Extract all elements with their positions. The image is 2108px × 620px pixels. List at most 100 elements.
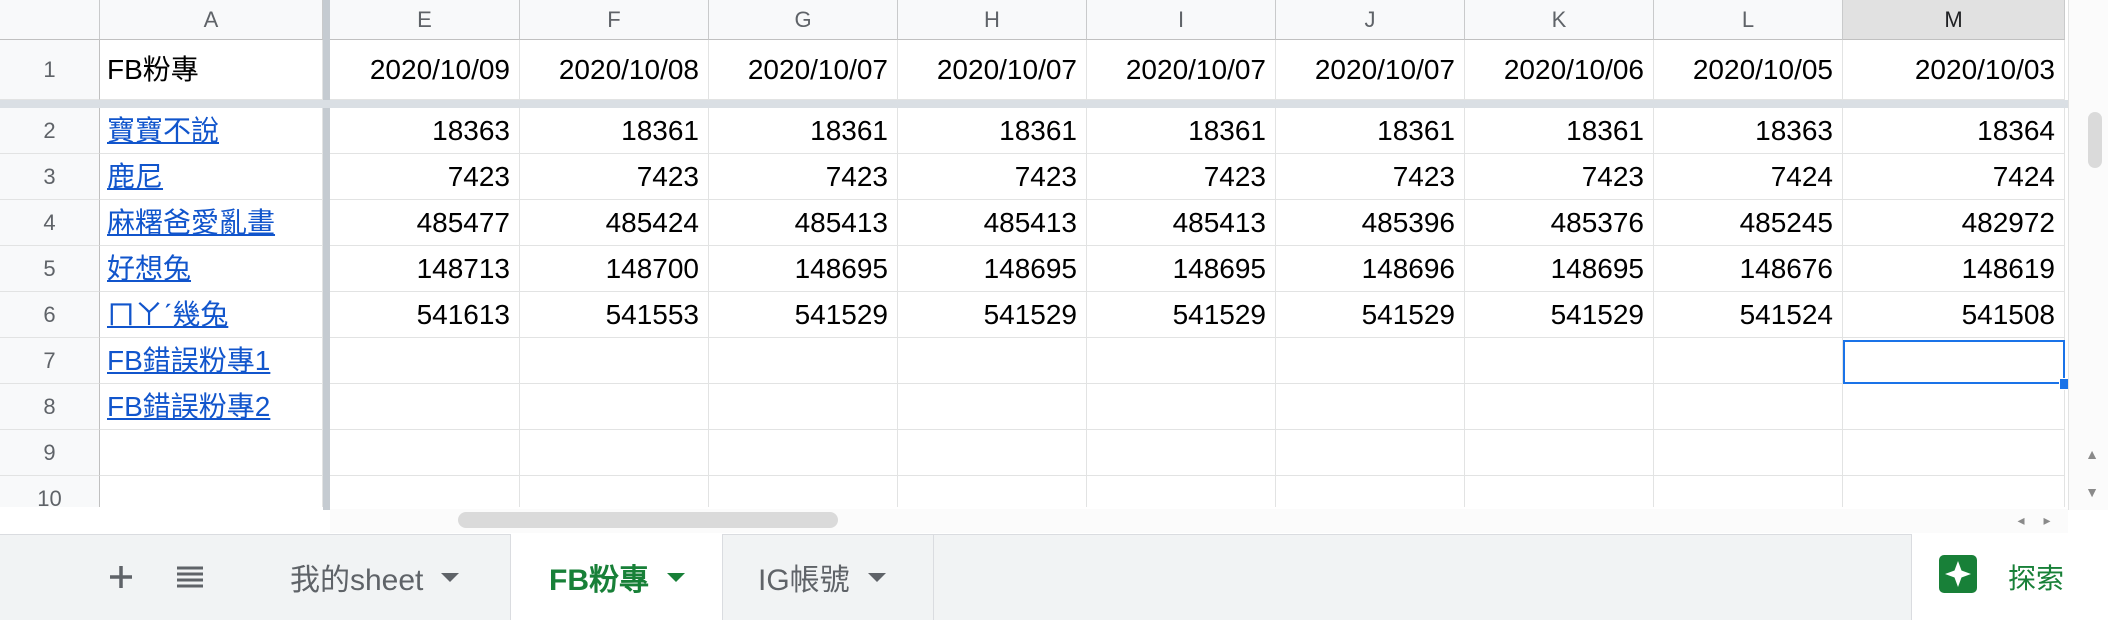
header-date-cell[interactable]: 2020/10/07 <box>709 40 898 100</box>
data-cell[interactable]: 485245 <box>1654 200 1843 246</box>
data-cell[interactable]: 541553 <box>520 292 709 338</box>
data-cell[interactable]: 485413 <box>1087 200 1276 246</box>
scroll-down-icon[interactable]: ▼ <box>2085 484 2099 500</box>
data-cell[interactable] <box>330 338 520 384</box>
data-cell[interactable] <box>1465 338 1654 384</box>
data-cell[interactable]: 7423 <box>898 154 1087 200</box>
data-cell[interactable]: 541529 <box>1276 292 1465 338</box>
data-cell[interactable]: 541529 <box>709 292 898 338</box>
data-cell[interactable] <box>520 384 709 430</box>
fan-page-link[interactable]: 寶寶不說 <box>100 108 323 154</box>
data-cell[interactable] <box>330 384 520 430</box>
header-date-cell[interactable]: 2020/10/07 <box>898 40 1087 100</box>
column-header-a[interactable]: A <box>100 0 323 40</box>
column-header-e[interactable]: E <box>330 0 520 40</box>
data-cell[interactable] <box>1465 430 1654 476</box>
data-cell[interactable] <box>1654 476 1843 507</box>
row-header[interactable]: 5 <box>0 246 100 292</box>
data-cell[interactable]: 541524 <box>1654 292 1843 338</box>
column-header-h[interactable]: H <box>898 0 1087 40</box>
header-date-cell[interactable]: 2020/10/07 <box>1276 40 1465 100</box>
data-cell[interactable] <box>1087 384 1276 430</box>
data-cell[interactable] <box>1276 384 1465 430</box>
data-cell[interactable]: 7423 <box>1465 154 1654 200</box>
vertical-scrollbar[interactable] <box>2068 0 2108 510</box>
data-cell[interactable]: 7424 <box>1654 154 1843 200</box>
header-date-cell[interactable]: 2020/10/08 <box>520 40 709 100</box>
data-cell[interactable] <box>1465 476 1654 507</box>
horizontal-scrollbar-thumb[interactable] <box>458 512 838 528</box>
fan-page-link[interactable]: 鹿尼 <box>100 154 323 200</box>
header-date-cell[interactable]: 2020/10/09 <box>330 40 520 100</box>
data-cell[interactable]: 541508 <box>1843 292 2065 338</box>
chevron-down-icon[interactable] <box>441 572 460 582</box>
fan-page-link[interactable] <box>100 476 323 507</box>
row-header[interactable]: 9 <box>0 430 100 476</box>
all-sheets-icon[interactable] <box>168 555 212 599</box>
row-header[interactable]: 10 <box>0 476 100 507</box>
row-header[interactable]: 8 <box>0 384 100 430</box>
column-header-l[interactable]: L <box>1654 0 1843 40</box>
chevron-down-icon[interactable] <box>667 572 685 582</box>
data-cell[interactable] <box>1087 338 1276 384</box>
data-cell[interactable]: 18361 <box>898 108 1087 154</box>
scroll-left-icon[interactable]: ◂ <box>2017 512 2025 528</box>
scroll-up-icon[interactable]: ▲ <box>2085 446 2099 462</box>
data-cell[interactable]: 148695 <box>709 246 898 292</box>
data-cell[interactable] <box>1465 384 1654 430</box>
select-all-corner[interactable] <box>0 0 100 40</box>
data-cell[interactable]: 541529 <box>1465 292 1654 338</box>
data-cell[interactable]: 148696 <box>1276 246 1465 292</box>
data-cell[interactable] <box>520 430 709 476</box>
data-cell[interactable]: 485413 <box>709 200 898 246</box>
column-header-i[interactable]: I <box>1087 0 1276 40</box>
frozen-row-divider[interactable] <box>0 100 2068 108</box>
data-cell[interactable]: 18363 <box>1654 108 1843 154</box>
data-cell[interactable] <box>898 384 1087 430</box>
data-cell[interactable] <box>1654 384 1843 430</box>
data-cell[interactable]: 18364 <box>1843 108 2065 154</box>
data-cell[interactable]: 485396 <box>1276 200 1465 246</box>
tab-ig-accounts[interactable]: IG帳號 <box>723 534 933 620</box>
data-cell[interactable]: 18361 <box>1465 108 1654 154</box>
fan-page-link[interactable] <box>100 430 323 476</box>
data-cell[interactable] <box>1843 384 2065 430</box>
data-cell[interactable]: 18361 <box>1276 108 1465 154</box>
data-cell[interactable] <box>1087 430 1276 476</box>
fan-page-link[interactable]: 麻糬爸愛亂畫 <box>100 200 323 246</box>
data-cell[interactable] <box>1276 430 1465 476</box>
data-cell[interactable] <box>709 430 898 476</box>
data-cell[interactable] <box>1276 476 1465 507</box>
frozen-column-divider[interactable] <box>323 0 330 510</box>
data-cell[interactable]: 485376 <box>1465 200 1654 246</box>
data-cell[interactable]: 148713 <box>330 246 520 292</box>
header-date-cell[interactable]: 2020/10/03 <box>1843 40 2065 100</box>
column-header-k[interactable]: K <box>1465 0 1654 40</box>
data-cell[interactable]: 7423 <box>520 154 709 200</box>
row-header[interactable]: 7 <box>0 338 100 384</box>
data-cell[interactable]: 18361 <box>520 108 709 154</box>
data-cell[interactable] <box>520 476 709 507</box>
column-header-j[interactable]: J <box>1276 0 1465 40</box>
header-date-cell[interactable]: 2020/10/07 <box>1087 40 1276 100</box>
tab-my-sheet[interactable]: 我的sheet <box>260 534 510 620</box>
data-cell[interactable]: 541613 <box>330 292 520 338</box>
fan-page-link[interactable]: ㄇㄚˊ幾兔 <box>100 292 323 338</box>
data-cell[interactable]: 7423 <box>330 154 520 200</box>
data-cell[interactable]: 148695 <box>898 246 1087 292</box>
data-cell[interactable] <box>709 476 898 507</box>
data-cell[interactable]: 148676 <box>1654 246 1843 292</box>
data-cell[interactable] <box>520 338 709 384</box>
fan-page-link[interactable]: 好想兔 <box>100 246 323 292</box>
data-cell[interactable] <box>330 476 520 507</box>
data-cell[interactable]: 7424 <box>1843 154 2065 200</box>
data-cell[interactable] <box>1843 430 2065 476</box>
chevron-down-icon[interactable] <box>867 572 886 582</box>
data-cell[interactable] <box>1654 430 1843 476</box>
tab-fb-fan-pages[interactable]: FB粉專 <box>510 534 723 620</box>
data-cell[interactable] <box>898 338 1087 384</box>
row-header[interactable]: 1 <box>0 40 100 100</box>
scroll-right-icon[interactable]: ▸ <box>2043 512 2051 528</box>
row-header[interactable]: 2 <box>0 108 100 154</box>
data-cell[interactable]: 148695 <box>1465 246 1654 292</box>
